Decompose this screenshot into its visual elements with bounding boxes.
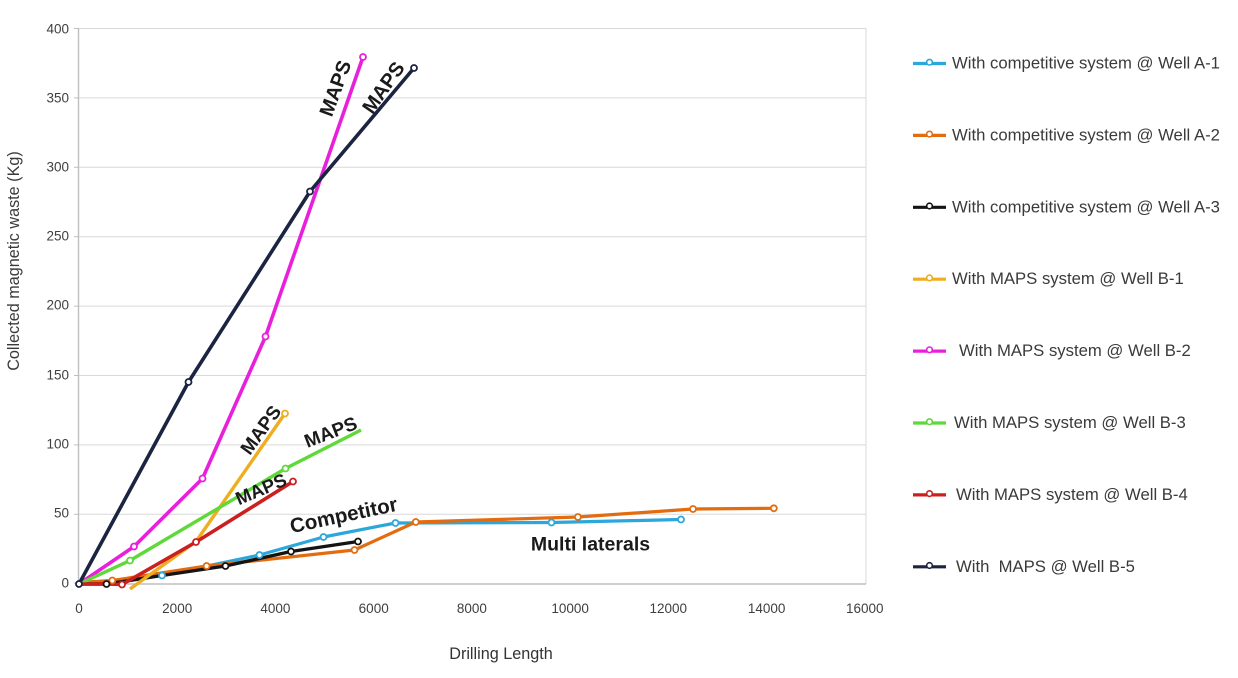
svg-text:With MAPS system @ Well B-4: With MAPS system @ Well B-4	[956, 485, 1188, 504]
svg-text:400: 400	[46, 22, 69, 37]
svg-text:With MAPS system @ Well B-1: With MAPS system @ Well B-1	[952, 269, 1184, 288]
svg-text:With MAPS system @ Well B-2: With MAPS system @ Well B-2	[959, 341, 1191, 360]
svg-text:Multi laterals: Multi laterals	[531, 534, 650, 556]
svg-text:With MAPS system @ Well B-3: With MAPS system @ Well B-3	[954, 413, 1186, 432]
svg-text:350: 350	[46, 90, 69, 105]
svg-text:14000: 14000	[748, 601, 786, 616]
svg-text:6000: 6000	[359, 601, 389, 616]
svg-text:10000: 10000	[551, 601, 589, 616]
svg-text:With competitive system @ Well: With competitive system @ Well A-2	[952, 125, 1220, 144]
svg-text:150: 150	[46, 367, 69, 382]
svg-text:0: 0	[75, 601, 83, 616]
svg-text:250: 250	[46, 229, 69, 244]
svg-text:With competitive system @ Well: With competitive system @ Well A-1	[952, 54, 1220, 73]
svg-text:50: 50	[54, 506, 69, 521]
svg-text:200: 200	[46, 298, 69, 313]
svg-text:With MAPS @ Well B-5: With MAPS @ Well B-5	[956, 557, 1135, 576]
svg-text:4000: 4000	[260, 601, 290, 616]
svg-text:16000: 16000	[846, 601, 884, 616]
svg-text:Drilling Length: Drilling Length	[449, 645, 552, 663]
svg-text:Collected magnetic waste (Kg): Collected magnetic waste (Kg)	[5, 151, 23, 371]
svg-text:0: 0	[61, 575, 69, 590]
svg-text:2000: 2000	[162, 601, 192, 616]
svg-text:300: 300	[46, 159, 69, 174]
svg-text:With competitive system @ Well: With competitive system @ Well A-3	[952, 197, 1220, 216]
svg-text:8000: 8000	[457, 601, 487, 616]
svg-text:12000: 12000	[650, 601, 688, 616]
svg-text:100: 100	[46, 436, 69, 451]
